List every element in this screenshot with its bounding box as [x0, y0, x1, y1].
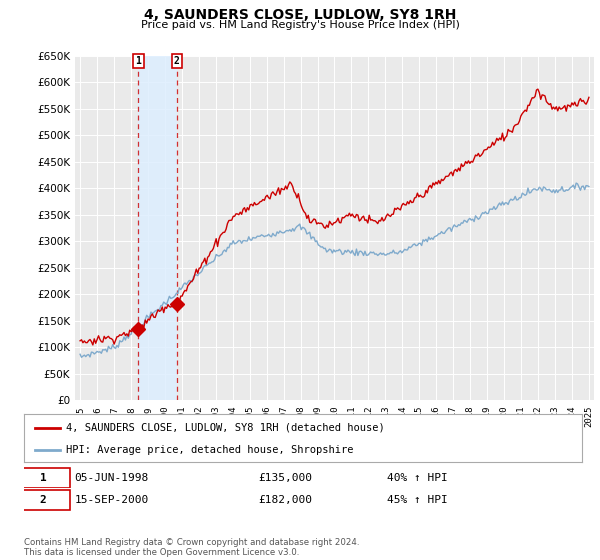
Text: 2: 2: [40, 495, 46, 505]
Text: 4, SAUNDERS CLOSE, LUDLOW, SY8 1RH (detached house): 4, SAUNDERS CLOSE, LUDLOW, SY8 1RH (deta…: [66, 423, 385, 433]
Text: 4, SAUNDERS CLOSE, LUDLOW, SY8 1RH: 4, SAUNDERS CLOSE, LUDLOW, SY8 1RH: [144, 8, 456, 22]
FancyBboxPatch shape: [16, 468, 70, 488]
Text: Price paid vs. HM Land Registry's House Price Index (HPI): Price paid vs. HM Land Registry's House …: [140, 20, 460, 30]
Text: Contains HM Land Registry data © Crown copyright and database right 2024.
This d: Contains HM Land Registry data © Crown c…: [24, 538, 359, 557]
Text: 2: 2: [174, 56, 180, 66]
FancyBboxPatch shape: [16, 490, 70, 510]
Text: £182,000: £182,000: [259, 495, 313, 505]
Text: 05-JUN-1998: 05-JUN-1998: [74, 473, 148, 483]
Text: 45% ↑ HPI: 45% ↑ HPI: [387, 495, 448, 505]
Text: 1: 1: [136, 56, 142, 66]
Bar: [139, 56, 177, 400]
Text: £135,000: £135,000: [259, 473, 313, 483]
Text: 15-SEP-2000: 15-SEP-2000: [74, 495, 148, 505]
Text: 1: 1: [40, 473, 46, 483]
Text: 40% ↑ HPI: 40% ↑ HPI: [387, 473, 448, 483]
Text: HPI: Average price, detached house, Shropshire: HPI: Average price, detached house, Shro…: [66, 445, 353, 455]
